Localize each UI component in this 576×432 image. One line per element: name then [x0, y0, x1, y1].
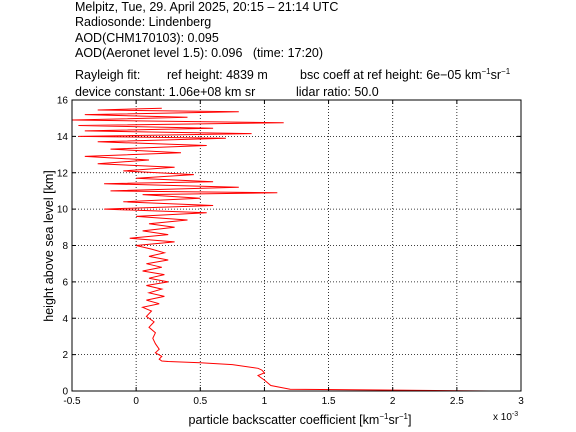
x-axis-multiplier: x 10-3: [493, 411, 518, 423]
x-tick-label: 1.5: [322, 396, 336, 407]
x-label-exp-2: −1: [399, 412, 409, 421]
x-tick-label: 2: [390, 396, 396, 407]
x-multiplier-exp: -3: [512, 411, 518, 418]
y-tick-label: 10: [57, 205, 69, 216]
y-tick-label: 2: [62, 350, 68, 361]
x-tick-label: 2.5: [450, 396, 464, 407]
x-tick-label: -0.5: [63, 396, 81, 407]
x-tick-label: 1: [262, 396, 268, 407]
bsc-coeff-exp-1: −1: [481, 67, 491, 76]
backscatter-profile-line: [71, 107, 489, 392]
x-tick-label: 3: [518, 396, 524, 407]
y-tick-label: 4: [62, 314, 68, 325]
rayleigh-fit-label: Rayleigh fit:: [75, 68, 141, 82]
y-tick-label: 0: [62, 387, 68, 398]
x-multiplier-base: x 10: [493, 412, 512, 423]
y-tick-label: 6: [62, 277, 68, 288]
lidar-ratio-label: lidar ratio: 50.0: [296, 85, 379, 99]
x-label-unit-sr: sr: [388, 413, 398, 427]
bsc-coeff-text: bsc coeff at ref height: 6e−05 km: [300, 68, 482, 82]
x-label-bracket: ]: [408, 413, 411, 427]
axis-ticks: [71, 99, 522, 392]
device-constant-label: device constant: 1.06e+08 km sr: [75, 85, 256, 99]
x-tick-label: 0: [133, 396, 139, 407]
y-tick-label: 8: [62, 241, 68, 252]
y-tick-label: 16: [57, 96, 69, 107]
bsc-coeff-label: bsc coeff at ref height: 6e−05 km−1sr−1: [300, 65, 510, 82]
y-tick-label: 14: [57, 132, 69, 143]
bsc-coeff-exp-2: −1: [501, 67, 511, 76]
x-axis-label: particle backscatter coefficient [km−1sr…: [189, 412, 412, 427]
title-line-aod-aeronet: AOD(Aeronet level 1.5): 0.096 (time: 17:…: [75, 46, 324, 60]
x-label-text: particle backscatter coefficient [km: [189, 413, 380, 427]
x-tick-label: 0.5: [193, 396, 207, 407]
title-line-location-time: Melpitz, Tue, 29. April 2025, 20:15 – 21…: [75, 0, 339, 14]
y-axis-label: height above sea level [km]: [42, 170, 56, 321]
x-label-exp-1: −1: [379, 412, 389, 421]
title-line-radiosonde: Radiosonde: Lindenberg: [75, 15, 212, 29]
y-tick-label: 12: [57, 168, 69, 179]
bsc-coeff-unit-sr: sr: [490, 68, 502, 82]
title-line-aod-chm: AOD(CHM170103): 0.095: [75, 31, 219, 45]
ref-height-label: ref height: 4839 m: [167, 68, 268, 82]
profile-series: [71, 107, 489, 392]
